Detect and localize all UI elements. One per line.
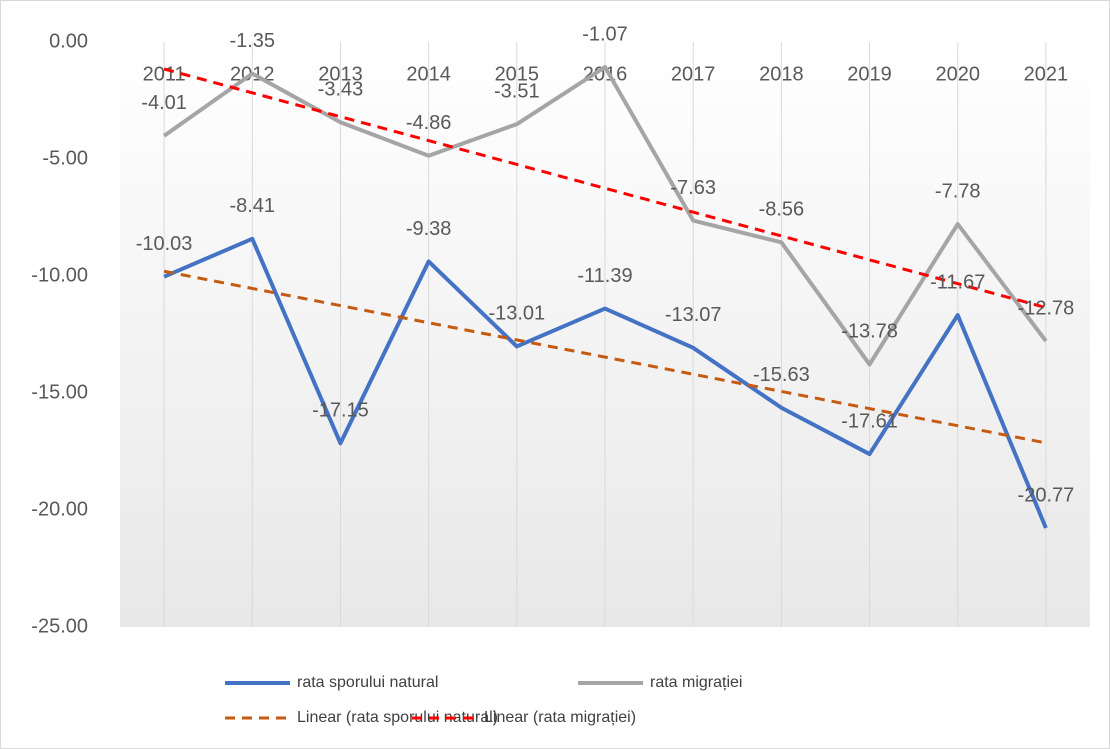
y-tick-label: 0.00 [49, 30, 88, 52]
x-tick-label: 2013 [318, 63, 363, 85]
x-tick-label: 2020 [935, 63, 980, 85]
y-tick-label: -15.00 [31, 381, 88, 403]
data-label: -3.51 [494, 80, 540, 102]
data-label: -4.86 [406, 112, 452, 134]
data-label: -15.63 [753, 364, 810, 386]
data-label: -13.78 [841, 321, 898, 343]
x-tick-label: 2017 [671, 63, 716, 85]
legend-label: rata sporului natural [297, 674, 438, 691]
data-label: -11.39 [577, 265, 632, 287]
y-tick-label: -5.00 [42, 147, 88, 169]
data-label: -20.77 [1018, 484, 1075, 506]
y-tick-label: -20.00 [31, 498, 88, 520]
data-label: -7.63 [670, 177, 716, 199]
y-tick-label: -10.00 [31, 264, 88, 286]
data-label: -12.78 [1018, 297, 1075, 319]
data-label: -3.43 [318, 79, 364, 101]
legend-label: Linear (rata migrației) [484, 709, 636, 726]
trend-line [163, 269, 1047, 445]
data-label: -9.38 [406, 218, 452, 240]
data-label: -1.35 [229, 30, 275, 52]
data-label: -17.61 [841, 410, 898, 432]
x-tick-label: 2018 [759, 63, 804, 85]
y-tick-label: -25.00 [31, 615, 88, 637]
x-tick-label: 2019 [847, 63, 892, 85]
data-label: -13.07 [665, 304, 722, 326]
series-line [162, 65, 1048, 367]
x-tick-label: 2014 [406, 63, 451, 85]
data-label: -8.56 [759, 199, 805, 221]
x-tick-label: 2016 [583, 63, 628, 85]
x-tick-label: 2011 [143, 63, 186, 85]
data-label: -13.01 [488, 303, 545, 325]
data-label: -10.03 [136, 233, 193, 255]
data-label: -1.07 [582, 23, 628, 45]
legend-label: Linear (rata sporului natural) [297, 709, 498, 726]
data-label: -7.78 [935, 180, 981, 202]
series-line [163, 236, 1048, 529]
data-label: -4.01 [141, 92, 187, 114]
x-tick-label: 2021 [1024, 63, 1069, 85]
data-label: -8.41 [229, 195, 275, 217]
data-label: -11.67 [930, 271, 985, 293]
legend-label: rata migrației [650, 674, 742, 691]
x-tick-label: 2015 [495, 63, 540, 85]
data-label: -17.15 [312, 400, 369, 422]
